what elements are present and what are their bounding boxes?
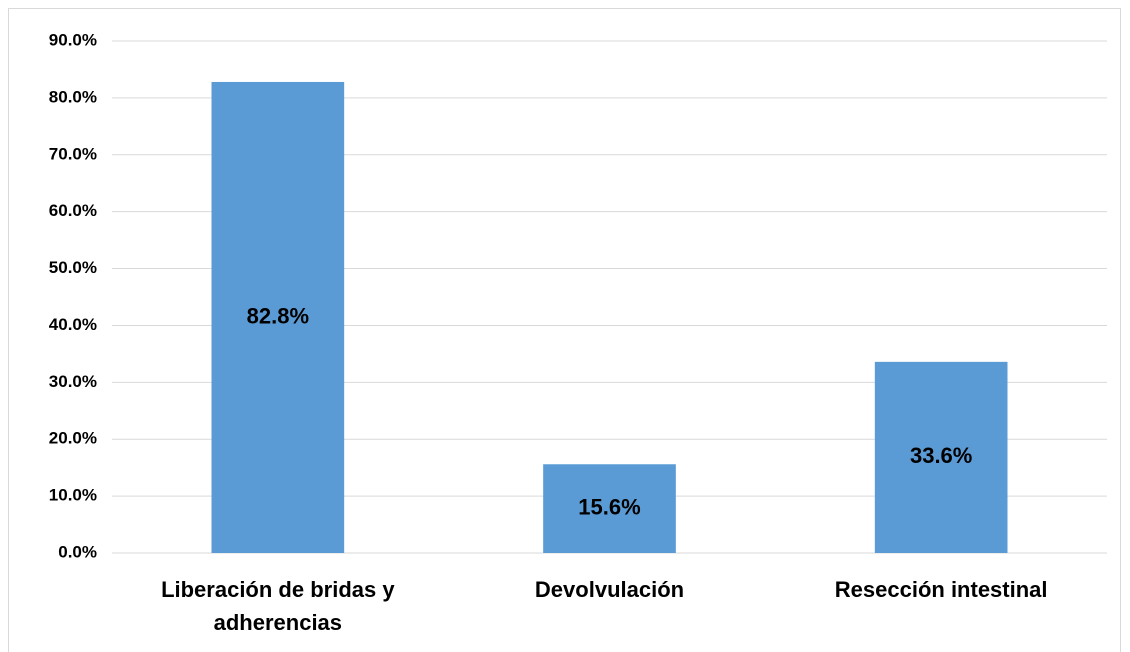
data-label: 82.8% (247, 303, 309, 328)
bar (211, 81, 345, 554)
y-tick-label: 60.0% (49, 201, 97, 220)
y-tick-label: 50.0% (49, 258, 97, 277)
x-tick-label: Liberación de bridas y adherencias (161, 577, 395, 635)
y-tick-label: 10.0% (49, 486, 97, 505)
y-tick-label: 30.0% (49, 372, 97, 391)
y-tick-label: 80.0% (49, 87, 97, 106)
y-tick-label: 90.0% (49, 30, 97, 49)
y-tick-label: 20.0% (49, 429, 97, 448)
x-tick-label: Devolvulación (534, 577, 685, 602)
y-tick-label: 0.0% (58, 542, 97, 561)
chart-border (8, 8, 1121, 652)
y-tick-label: 70.0% (49, 144, 97, 163)
bar (543, 464, 676, 553)
y-tick-label: 40.0% (49, 315, 97, 334)
data-label: 15.6% (578, 494, 640, 519)
bar (874, 361, 1008, 553)
x-tick-label: Resección intestinal (834, 577, 1048, 602)
data-label: 33.6% (910, 443, 972, 468)
